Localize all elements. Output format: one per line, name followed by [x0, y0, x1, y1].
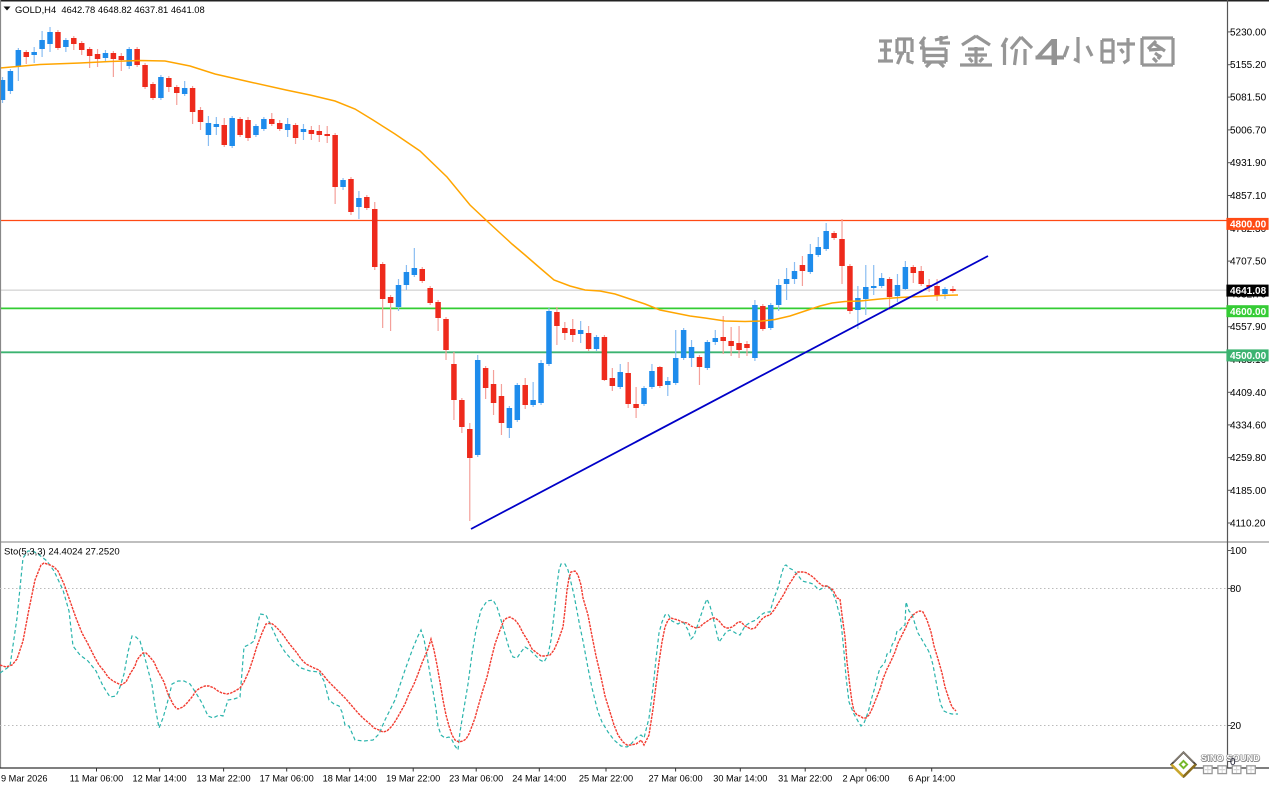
svg-text:Sto(5,3,3) 24.4024 27.2520: Sto(5,3,3) 24.4024 27.2520 [4, 547, 120, 558]
svg-text:SiNO SOUND: SiNO SOUND [1201, 753, 1260, 763]
svg-text:SiNO SOUND: SiNO SOUND [1201, 753, 1260, 763]
svg-text:24 Mar 14:00: 24 Mar 14:00 [512, 774, 566, 784]
svg-text:18 Mar 14:00: 18 Mar 14:00 [323, 774, 377, 784]
svg-text:2 Apr 06:00: 2 Apr 06:00 [843, 774, 890, 784]
svg-text:4185.00: 4185.00 [1230, 486, 1267, 497]
svg-text:5155.20: 5155.20 [1230, 60, 1267, 71]
svg-text:SiNO SOUND: SiNO SOUND [1200, 753, 1259, 763]
svg-text:6 Apr 14:00: 6 Apr 14:00 [908, 774, 955, 784]
svg-text:GOLD,H4 4642.78 4648.82 4637.: GOLD,H4 4642.78 4648.82 4637.81 4641.08 [15, 4, 205, 15]
svg-text:4409.40: 4409.40 [1230, 388, 1267, 399]
svg-text:4334.60: 4334.60 [1230, 420, 1267, 431]
svg-text:12 Mar 14:00: 12 Mar 14:00 [133, 774, 187, 784]
svg-text:5230.00: 5230.00 [1230, 27, 1267, 38]
svg-text:25 Mar 22:00: 25 Mar 22:00 [579, 774, 633, 784]
svg-text:4110.20: 4110.20 [1230, 519, 1266, 530]
svg-text:5006.70: 5006.70 [1230, 125, 1267, 136]
svg-text:31 Mar 22:00: 31 Mar 22:00 [778, 774, 832, 784]
svg-text:4500.00: 4500.00 [1230, 351, 1267, 362]
svg-text:0: 0 [1230, 757, 1236, 768]
svg-text:5081.50: 5081.50 [1230, 93, 1267, 104]
svg-text:4857.10: 4857.10 [1230, 191, 1267, 202]
svg-text:4600.00: 4600.00 [1230, 307, 1267, 318]
svg-text:19 Mar 22:00: 19 Mar 22:00 [386, 774, 440, 784]
svg-text:27 Mar 06:00: 27 Mar 06:00 [649, 774, 703, 784]
svg-text:SiNO SOUND: SiNO SOUND [1202, 753, 1261, 763]
svg-text:80: 80 [1230, 584, 1242, 595]
svg-text:30 Mar 14:00: 30 Mar 14:00 [713, 774, 767, 784]
svg-text:20: 20 [1230, 721, 1242, 732]
svg-text:SiNO SOUND: SiNO SOUND [1201, 754, 1260, 764]
svg-text:4557.90: 4557.90 [1230, 322, 1267, 333]
svg-text:4707.50: 4707.50 [1230, 257, 1267, 268]
svg-text:17 Mar 06:00: 17 Mar 06:00 [260, 774, 314, 784]
svg-text:11 Mar 06:00: 11 Mar 06:00 [70, 774, 123, 784]
svg-text:100: 100 [1230, 546, 1247, 557]
svg-text:4800.00: 4800.00 [1230, 220, 1267, 231]
svg-text:9 Mar 2026: 9 Mar 2026 [1, 774, 47, 784]
svg-text:4931.90: 4931.90 [1230, 158, 1267, 169]
svg-text:SiNO SOUND: SiNO SOUND [1202, 754, 1261, 764]
svg-text:4641.08: 4641.08 [1230, 286, 1267, 297]
svg-text:4259.80: 4259.80 [1230, 453, 1267, 464]
svg-text:23 Mar 06:00: 23 Mar 06:00 [449, 774, 503, 784]
svg-text:13 Mar 22:00: 13 Mar 22:00 [197, 774, 251, 784]
